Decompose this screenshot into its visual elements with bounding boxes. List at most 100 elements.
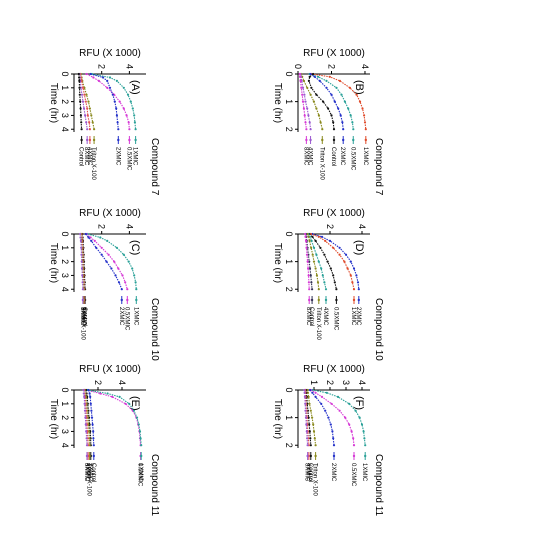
data-point <box>134 281 137 284</box>
data-point <box>304 416 308 419</box>
data-point <box>302 107 305 110</box>
data-point <box>308 75 311 78</box>
y-tick-label: 2 <box>97 64 107 69</box>
data-point <box>309 72 312 76</box>
legend-marker <box>335 298 338 302</box>
data-point <box>110 267 113 270</box>
compound-label: Compound 7 <box>149 138 160 196</box>
data-point <box>332 128 336 131</box>
legend-marker <box>85 454 89 458</box>
data-point <box>86 107 89 110</box>
data-point <box>325 79 328 83</box>
legend-marker <box>310 298 314 302</box>
series-line-0 <box>311 73 367 130</box>
legend-label: 8XMIC <box>79 307 85 326</box>
data-point <box>307 235 310 238</box>
legend-label: 1XMIC <box>137 463 143 482</box>
data-point <box>320 267 323 270</box>
x-tick-label: 4 <box>60 443 70 448</box>
data-point <box>81 86 85 89</box>
data-point <box>331 430 334 433</box>
data-point <box>349 260 352 263</box>
legend-marker <box>92 454 95 458</box>
data-point <box>79 232 82 236</box>
data-point <box>319 121 322 124</box>
data-point <box>78 93 81 96</box>
data-point <box>92 444 95 447</box>
data-point <box>348 402 351 405</box>
series-line-4 <box>81 233 85 290</box>
data-point <box>313 75 316 78</box>
data-point <box>303 114 306 117</box>
data-point <box>90 409 93 412</box>
legend-marker <box>92 138 96 142</box>
data-point <box>89 402 92 405</box>
legend-label: 0.5XMIC <box>123 307 129 331</box>
data-point <box>80 121 83 124</box>
data-point <box>106 79 109 83</box>
legend-marker <box>314 454 317 458</box>
data-point <box>314 395 317 399</box>
legend-label: 1XMIC <box>361 463 367 482</box>
data-point <box>363 437 366 440</box>
data-point <box>314 267 317 270</box>
data-point <box>315 274 318 277</box>
data-point <box>329 267 332 270</box>
data-point <box>320 235 324 238</box>
legend-marker <box>126 298 129 302</box>
data-point <box>108 76 112 79</box>
data-point <box>324 239 327 243</box>
data-point <box>305 128 308 131</box>
series-line-0 <box>91 73 137 130</box>
data-point <box>321 128 324 131</box>
data-point <box>298 72 301 76</box>
data-point <box>364 444 367 447</box>
y-tick-label: 1 <box>309 380 319 385</box>
data-point <box>354 409 357 412</box>
series-line-4 <box>84 389 91 446</box>
data-point <box>352 444 356 447</box>
data-point <box>90 416 94 419</box>
x-tick-label: 0 <box>284 387 294 392</box>
data-point <box>332 246 335 249</box>
data-point <box>99 236 102 239</box>
legend-label: 8XMIC <box>304 463 310 482</box>
data-point <box>307 416 310 419</box>
legend-label: Control <box>308 307 314 326</box>
series-line-3 <box>85 389 92 446</box>
data-point <box>325 86 328 89</box>
data-point <box>81 100 85 103</box>
x-tick-label: 0 <box>60 387 70 392</box>
data-point <box>328 75 331 78</box>
compound-label: Compound 11 <box>149 454 160 517</box>
series-line-5 <box>299 73 312 130</box>
series-line-3 <box>300 73 323 130</box>
data-point <box>306 267 310 270</box>
data-point <box>348 423 351 426</box>
data-point <box>100 246 103 249</box>
data-point <box>307 274 310 277</box>
series-line-3 <box>307 389 317 446</box>
data-point <box>316 75 320 78</box>
data-point <box>81 281 84 284</box>
data-point <box>139 437 142 440</box>
data-point <box>128 402 131 405</box>
data-point <box>302 79 305 83</box>
data-point <box>323 253 326 256</box>
data-point <box>95 246 98 249</box>
data-point <box>348 86 351 89</box>
legend-marker <box>120 298 123 302</box>
data-point <box>84 423 87 426</box>
data-point <box>137 423 140 426</box>
data-point <box>121 274 124 277</box>
data-point <box>129 100 132 103</box>
data-point <box>317 235 320 238</box>
data-point <box>122 86 125 89</box>
y-tick-label: 4 <box>117 380 127 385</box>
data-point <box>310 86 313 89</box>
legend-label: 1XMIC <box>362 147 368 166</box>
chart-panel-d: 0 1 2 2 4 Time (hr) RFU (X 1000) (D) Compound 10… <box>272 208 384 361</box>
data-point <box>79 239 82 243</box>
legend-label: 1XMIC <box>350 307 356 326</box>
data-point <box>134 128 137 131</box>
